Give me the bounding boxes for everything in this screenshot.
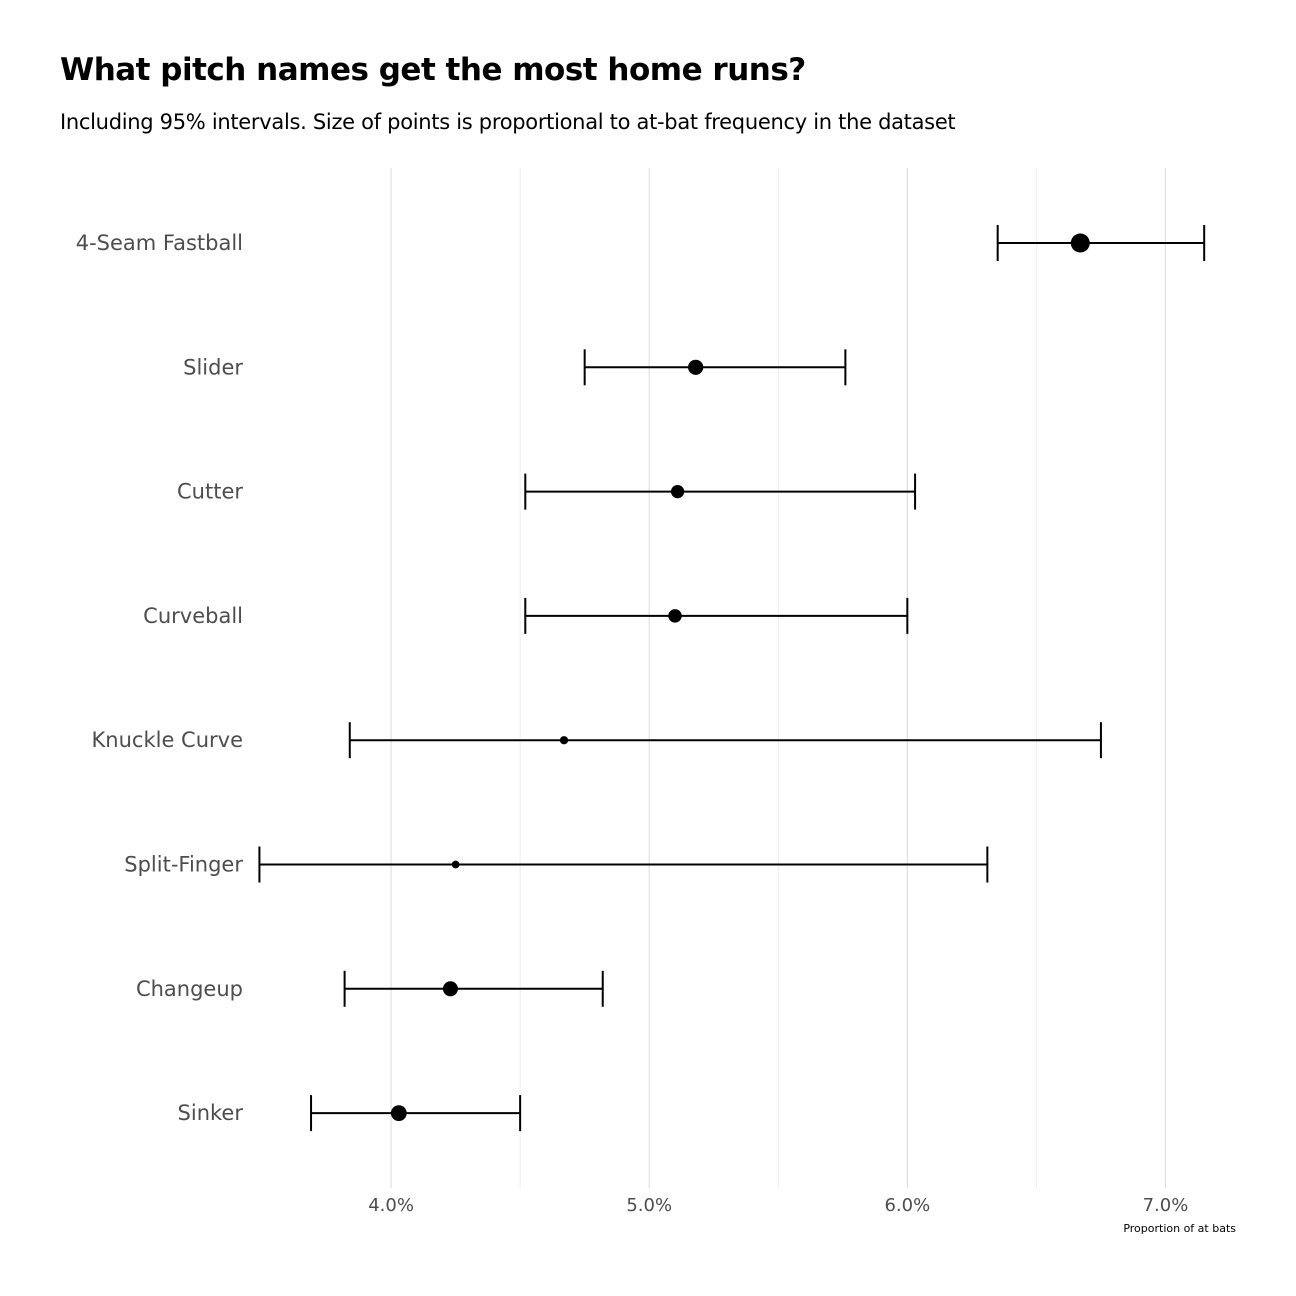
category-labels: 4-Seam Fastball Slider Cutter Curveball Knuc… [76,231,244,1125]
estimate-point [670,484,685,499]
chart-title: What pitch names get the most home runs? [60,52,806,88]
estimate-point [390,1105,407,1122]
x-tick-label: 4.0% [368,1195,414,1216]
category-label: Changeup [136,977,243,1001]
category-label: Cutter [177,480,243,504]
x-tick-label: 6.0% [884,1195,930,1216]
category-label: 4-Seam Fastball [76,231,243,255]
category-label: Knuckle Curve [92,728,243,752]
estimate-point [442,981,458,997]
estimate-point [668,609,682,623]
estimate-point [688,359,704,375]
category-label: Split-Finger [124,853,243,877]
x-tick-label: 7.0% [1143,1195,1189,1216]
estimate-point [1070,233,1090,253]
x-axis-ticks: 4.0% 5.0% 6.0% 7.0% [368,1195,1188,1216]
category-label: Sinker [178,1101,244,1125]
estimate-point [559,736,569,745]
x-tick-label: 5.0% [626,1195,672,1216]
estimate-point [451,860,460,869]
gridlines [390,168,1167,1188]
category-label: Curveball [143,604,243,628]
chart-subtitle: Including 95% intervals. Size of points … [60,110,956,134]
category-label: Slider [183,355,243,379]
intervals-and-points [258,225,1206,1132]
x-axis-title: Proportion of at bats [1123,1222,1236,1235]
